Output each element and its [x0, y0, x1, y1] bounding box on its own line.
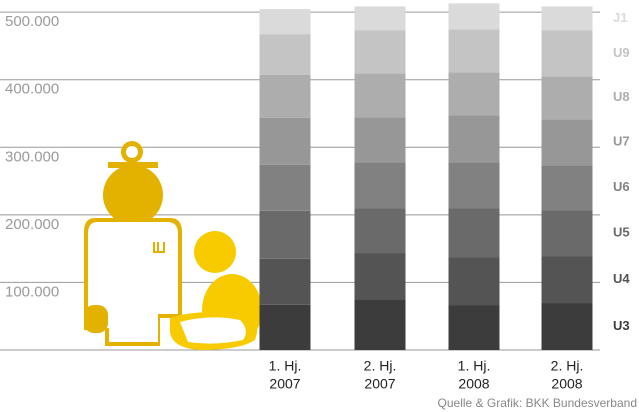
- bar-segment: [448, 257, 500, 306]
- bar-segment: [354, 6, 406, 31]
- legend-label: U6: [613, 179, 630, 194]
- head-mirror-center: [126, 146, 138, 158]
- bar-segment: [354, 30, 406, 74]
- x-tick-label: 2. Hj.: [364, 358, 397, 374]
- bar-segment: [354, 208, 406, 254]
- bar-segment: [541, 303, 593, 350]
- legend-label: U3: [613, 318, 630, 333]
- bar-segment: [541, 256, 593, 304]
- bar-segment: [259, 210, 311, 259]
- bar-segment: [541, 165, 593, 211]
- bar-segment: [448, 162, 500, 209]
- bar-segment: [541, 76, 593, 120]
- y-tick-label: 100.000: [5, 283, 59, 300]
- legend-label: U4: [613, 271, 630, 286]
- doctor-hand: [84, 305, 108, 333]
- x-tick-label: 2008: [551, 376, 582, 392]
- source: Quelle & Grafik: BKK Bundesverband: [438, 396, 637, 410]
- x-tick-label: 2007: [269, 376, 300, 392]
- bar-segment: [354, 73, 406, 118]
- legend-label: J1: [613, 10, 627, 25]
- legend-label: U9: [613, 45, 630, 60]
- x-tick-label: 2007: [364, 376, 395, 392]
- doctor-head: [103, 165, 163, 225]
- baby-blanket-inner: [180, 317, 246, 344]
- bar-segment: [354, 300, 406, 350]
- y-tick-label: 200.000: [5, 216, 59, 233]
- illustration: [84, 141, 262, 350]
- bar-segment: [448, 208, 500, 258]
- bar-segment: [448, 72, 500, 116]
- bar-segment: [259, 117, 311, 165]
- bar-segment: [259, 34, 311, 75]
- bar-segment: [259, 9, 311, 35]
- baby-head: [194, 231, 236, 273]
- bar-segment: [259, 304, 311, 350]
- bar-segment: [354, 117, 406, 163]
- bars: 1. Hj. 2007 2. Hj. 2007 1. Hj. 2008 2. Hj. 2008…: [259, 3, 630, 392]
- y-tick-label: 500.000: [5, 13, 59, 30]
- y-tick-label: 400.000: [5, 81, 59, 98]
- x-tick-label: 1. Hj.: [458, 358, 491, 374]
- bar-segment: [541, 119, 593, 166]
- x-tick-label: 2. Hj.: [551, 358, 584, 374]
- legend-label: U5: [613, 225, 630, 240]
- bar-segment: [354, 253, 406, 300]
- bar-segment: [354, 162, 406, 209]
- bar-segment: [259, 75, 311, 118]
- y-tick-label: 300.000: [5, 148, 59, 165]
- bar-segment: [541, 6, 593, 31]
- bar-segment: [448, 115, 500, 163]
- x-tick-label: 1. Hj.: [269, 358, 302, 374]
- bar-segment: [259, 258, 311, 305]
- bar-segment: [448, 29, 500, 73]
- bar-segment: [541, 30, 593, 77]
- bar-segment: [448, 3, 500, 30]
- bar-segment: [541, 210, 593, 257]
- bar-segment: [259, 164, 311, 211]
- grid: 100.000 200.000 300.000 400.000 500.000: [0, 11, 600, 351]
- legend-label: U8: [613, 89, 630, 104]
- legend-label: U7: [613, 134, 630, 149]
- bar-segment: [448, 305, 500, 350]
- pocket: [153, 242, 165, 253]
- x-tick-label: 2008: [458, 376, 489, 392]
